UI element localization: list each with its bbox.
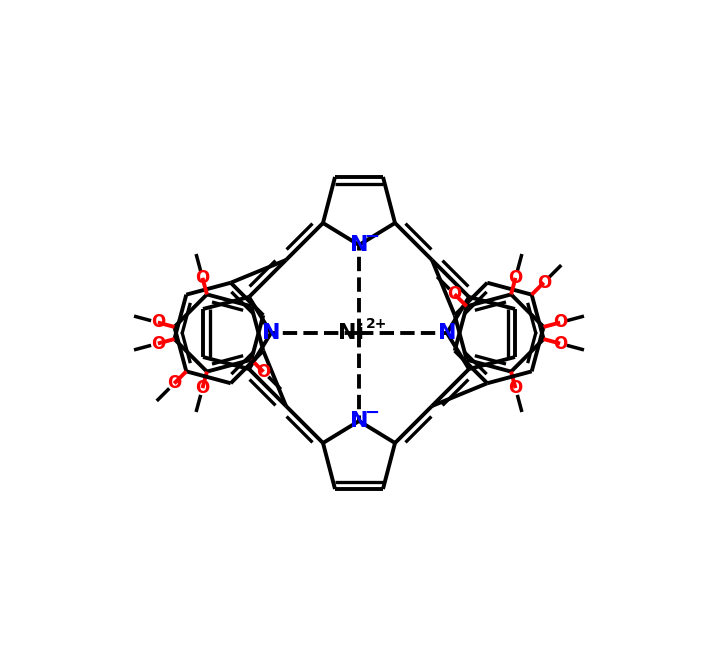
Text: O: O <box>447 285 462 303</box>
Text: O: O <box>508 379 523 397</box>
Text: N: N <box>350 235 368 255</box>
Text: O: O <box>195 379 210 397</box>
Text: O: O <box>553 335 567 352</box>
Text: O: O <box>151 313 165 331</box>
Text: N: N <box>350 411 368 431</box>
Text: N: N <box>262 323 280 343</box>
Text: Ni: Ni <box>338 323 364 343</box>
Text: O: O <box>167 374 182 392</box>
Text: −: − <box>365 228 380 246</box>
Text: O: O <box>151 335 165 352</box>
Text: N: N <box>438 323 456 343</box>
Text: O: O <box>508 269 523 287</box>
Text: O: O <box>536 273 551 291</box>
Text: −: − <box>365 404 380 422</box>
Text: O: O <box>256 363 271 381</box>
Text: 2+: 2+ <box>366 317 388 331</box>
Text: O: O <box>195 269 210 287</box>
Text: O: O <box>553 313 567 331</box>
